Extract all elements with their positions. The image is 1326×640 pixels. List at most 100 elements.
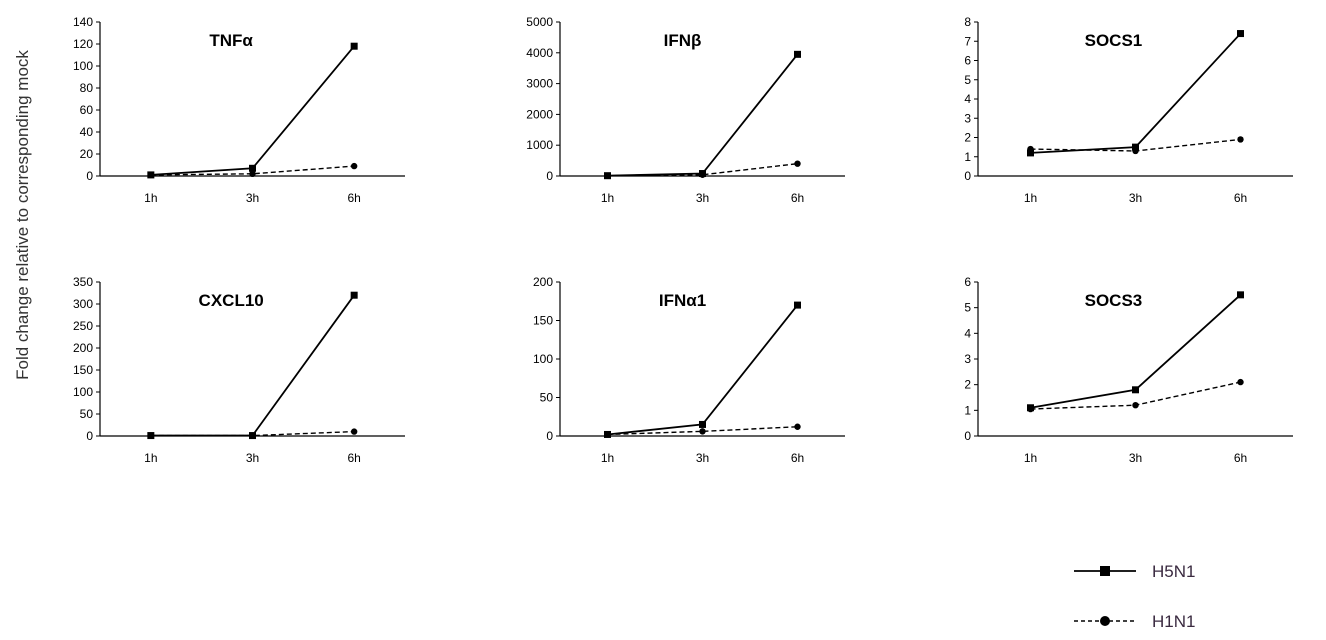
legend-label-h1n1: H1N1 xyxy=(1152,612,1195,631)
y-tick-label: 250 xyxy=(73,319,93,333)
data-point-h1n1 xyxy=(699,428,706,435)
series-line-h5n1 xyxy=(607,53,799,177)
data-point-h1n1 xyxy=(1027,405,1034,413)
chart-title: IFNβ xyxy=(664,31,702,50)
data-point-h5n1 xyxy=(1027,149,1034,157)
y-tick-label: 300 xyxy=(73,297,93,311)
y-tick-label: 7 xyxy=(964,34,971,48)
y-tick-label: 100 xyxy=(73,385,93,399)
y-tick-label: 0 xyxy=(86,429,93,443)
chart-panel-tnfa: 0 20 40 60 80 100 120 140 1h 3h 6h TNFα xyxy=(60,15,410,218)
x-tick-label: 1h xyxy=(144,191,157,205)
y-tick-label: 200 xyxy=(73,341,93,355)
x-tick-label: 6h xyxy=(791,191,804,205)
data-point-h1n1 xyxy=(1132,147,1139,155)
x-tick-label: 6h xyxy=(1234,191,1247,205)
y-tick-label: 20 xyxy=(80,147,94,161)
data-point-h5n1 xyxy=(249,164,256,172)
x-tick-label: 1h xyxy=(1024,191,1037,205)
y-tick-label: 80 xyxy=(80,81,94,95)
y-tick-label: 120 xyxy=(73,37,93,51)
data-point-h5n1 xyxy=(1237,30,1244,38)
chart-panel-socs3: 0 1 2 3 4 5 6 1h 3h 6h SOCS3 xyxy=(938,275,1298,478)
x-tick-label: 1h xyxy=(144,451,157,465)
y-tick-label: 0 xyxy=(86,169,93,183)
chart-title: SOCS3 xyxy=(1085,291,1143,310)
y-tick-label: 0 xyxy=(546,429,553,443)
chart-panel-socs1: 0 1 2 3 4 5 6 7 8 1h 3h 6h SOCS1 xyxy=(938,15,1298,218)
x-tick-label: 3h xyxy=(246,191,259,205)
data-point-h1n1 xyxy=(147,171,155,179)
y-tick-label: 4 xyxy=(964,92,971,106)
data-point-h5n1 xyxy=(699,420,706,428)
y-tick-label: 5 xyxy=(964,73,971,87)
chart-svg: 0 20 40 60 80 100 120 140 1h 3h 6h TNFα xyxy=(73,15,405,205)
y-tick-label: 3000 xyxy=(526,77,553,91)
data-point-h1n1 xyxy=(794,160,801,167)
series-line-h5n1 xyxy=(607,304,799,436)
chart-panel-ifna1: 0 50 100 150 200 1h 3h 6h IFNα1 xyxy=(520,275,850,478)
y-tick-label: 4 xyxy=(964,326,971,340)
data-point-h5n1 xyxy=(794,50,801,58)
x-tick-label: 1h xyxy=(601,451,614,465)
data-point-h1n1 xyxy=(350,162,358,170)
chart-svg: 0 1 2 3 4 5 6 7 8 1h 3h 6h SOCS1 xyxy=(964,15,1293,205)
y-tick-label: 2000 xyxy=(526,107,553,121)
x-tick-label: 6h xyxy=(791,451,804,465)
x-tick-label: 1h xyxy=(1024,451,1037,465)
y-tick-label: 2 xyxy=(964,378,971,392)
series-line-h1n1 xyxy=(150,165,355,176)
y-tick-label: 0 xyxy=(964,169,971,183)
data-point-h1n1 xyxy=(1237,136,1244,143)
y-tick-label: 6 xyxy=(964,275,971,289)
data-point-h1n1 xyxy=(1132,402,1139,409)
data-point-h5n1 xyxy=(794,301,801,309)
chart-svg: 0 1000 2000 3000 4000 5000 1h 3h 6h IFNβ xyxy=(526,15,845,205)
y-tick-label: 200 xyxy=(533,275,553,289)
data-point-h1n1 xyxy=(604,431,611,438)
data-point-h1n1 xyxy=(350,428,358,435)
chart-panel-cxcl10: 0 50 100 150 200 250 300 350 1h 3h 6h CXCL10 xyxy=(60,275,410,478)
data-point-h1n1 xyxy=(604,172,611,179)
chart-title: TNFα xyxy=(209,31,253,50)
data-point-h1n1 xyxy=(249,432,256,439)
y-tick-label: 5000 xyxy=(526,15,553,29)
series-line-h1n1 xyxy=(150,430,355,437)
data-point-h1n1 xyxy=(249,170,256,177)
x-tick-label: 6h xyxy=(347,451,360,465)
legend-marker-h1n1 xyxy=(1100,616,1110,626)
y-tick-label: 1 xyxy=(964,403,971,417)
y-tick-label: 150 xyxy=(533,314,553,328)
y-tick-label: 4000 xyxy=(526,46,553,60)
y-axis-label-text: Fold change relative to corresponding mo… xyxy=(13,50,32,380)
x-tick-label: 3h xyxy=(696,191,709,205)
series-line-h5n1 xyxy=(150,45,355,176)
y-tick-label: 3 xyxy=(964,111,971,125)
data-point-h5n1 xyxy=(1237,291,1244,299)
y-tick-label: 0 xyxy=(546,169,553,183)
data-point-h1n1 xyxy=(147,432,155,439)
y-tick-label: 5 xyxy=(964,301,971,315)
y-tick-label: 1000 xyxy=(526,138,553,152)
chart-title: SOCS1 xyxy=(1085,31,1143,50)
legend-marker-h5n1 xyxy=(1100,566,1110,576)
x-tick-label: 3h xyxy=(246,451,259,465)
y-tick-label: 8 xyxy=(964,15,971,29)
x-tick-label: 3h xyxy=(696,451,709,465)
x-tick-label: 6h xyxy=(1234,451,1247,465)
x-tick-label: 1h xyxy=(601,191,614,205)
y-tick-label: 100 xyxy=(533,352,553,366)
y-tick-label: 6 xyxy=(964,54,971,68)
y-tick-label: 150 xyxy=(73,363,93,377)
x-tick-label: 3h xyxy=(1129,191,1142,205)
data-point-h1n1 xyxy=(1027,145,1034,153)
x-tick-label: 3h xyxy=(1129,451,1142,465)
data-point-h5n1 xyxy=(1132,386,1139,394)
chart-svg: 0 1 2 3 4 5 6 1h 3h 6h SOCS3 xyxy=(964,275,1293,465)
series-line-h5n1 xyxy=(150,294,355,437)
y-axis-label: Fold change relative to corresponding mo… xyxy=(0,0,40,636)
chart-svg: 0 50 100 150 200 250 300 350 1h 3h 6h CXCL10 xyxy=(73,275,405,465)
legend: H5N1 H1N1 xyxy=(1070,555,1290,635)
chart-panel-ifnb: 0 1000 2000 3000 4000 5000 1h 3h 6h IFNβ xyxy=(520,15,850,218)
y-tick-label: 3 xyxy=(964,352,971,366)
